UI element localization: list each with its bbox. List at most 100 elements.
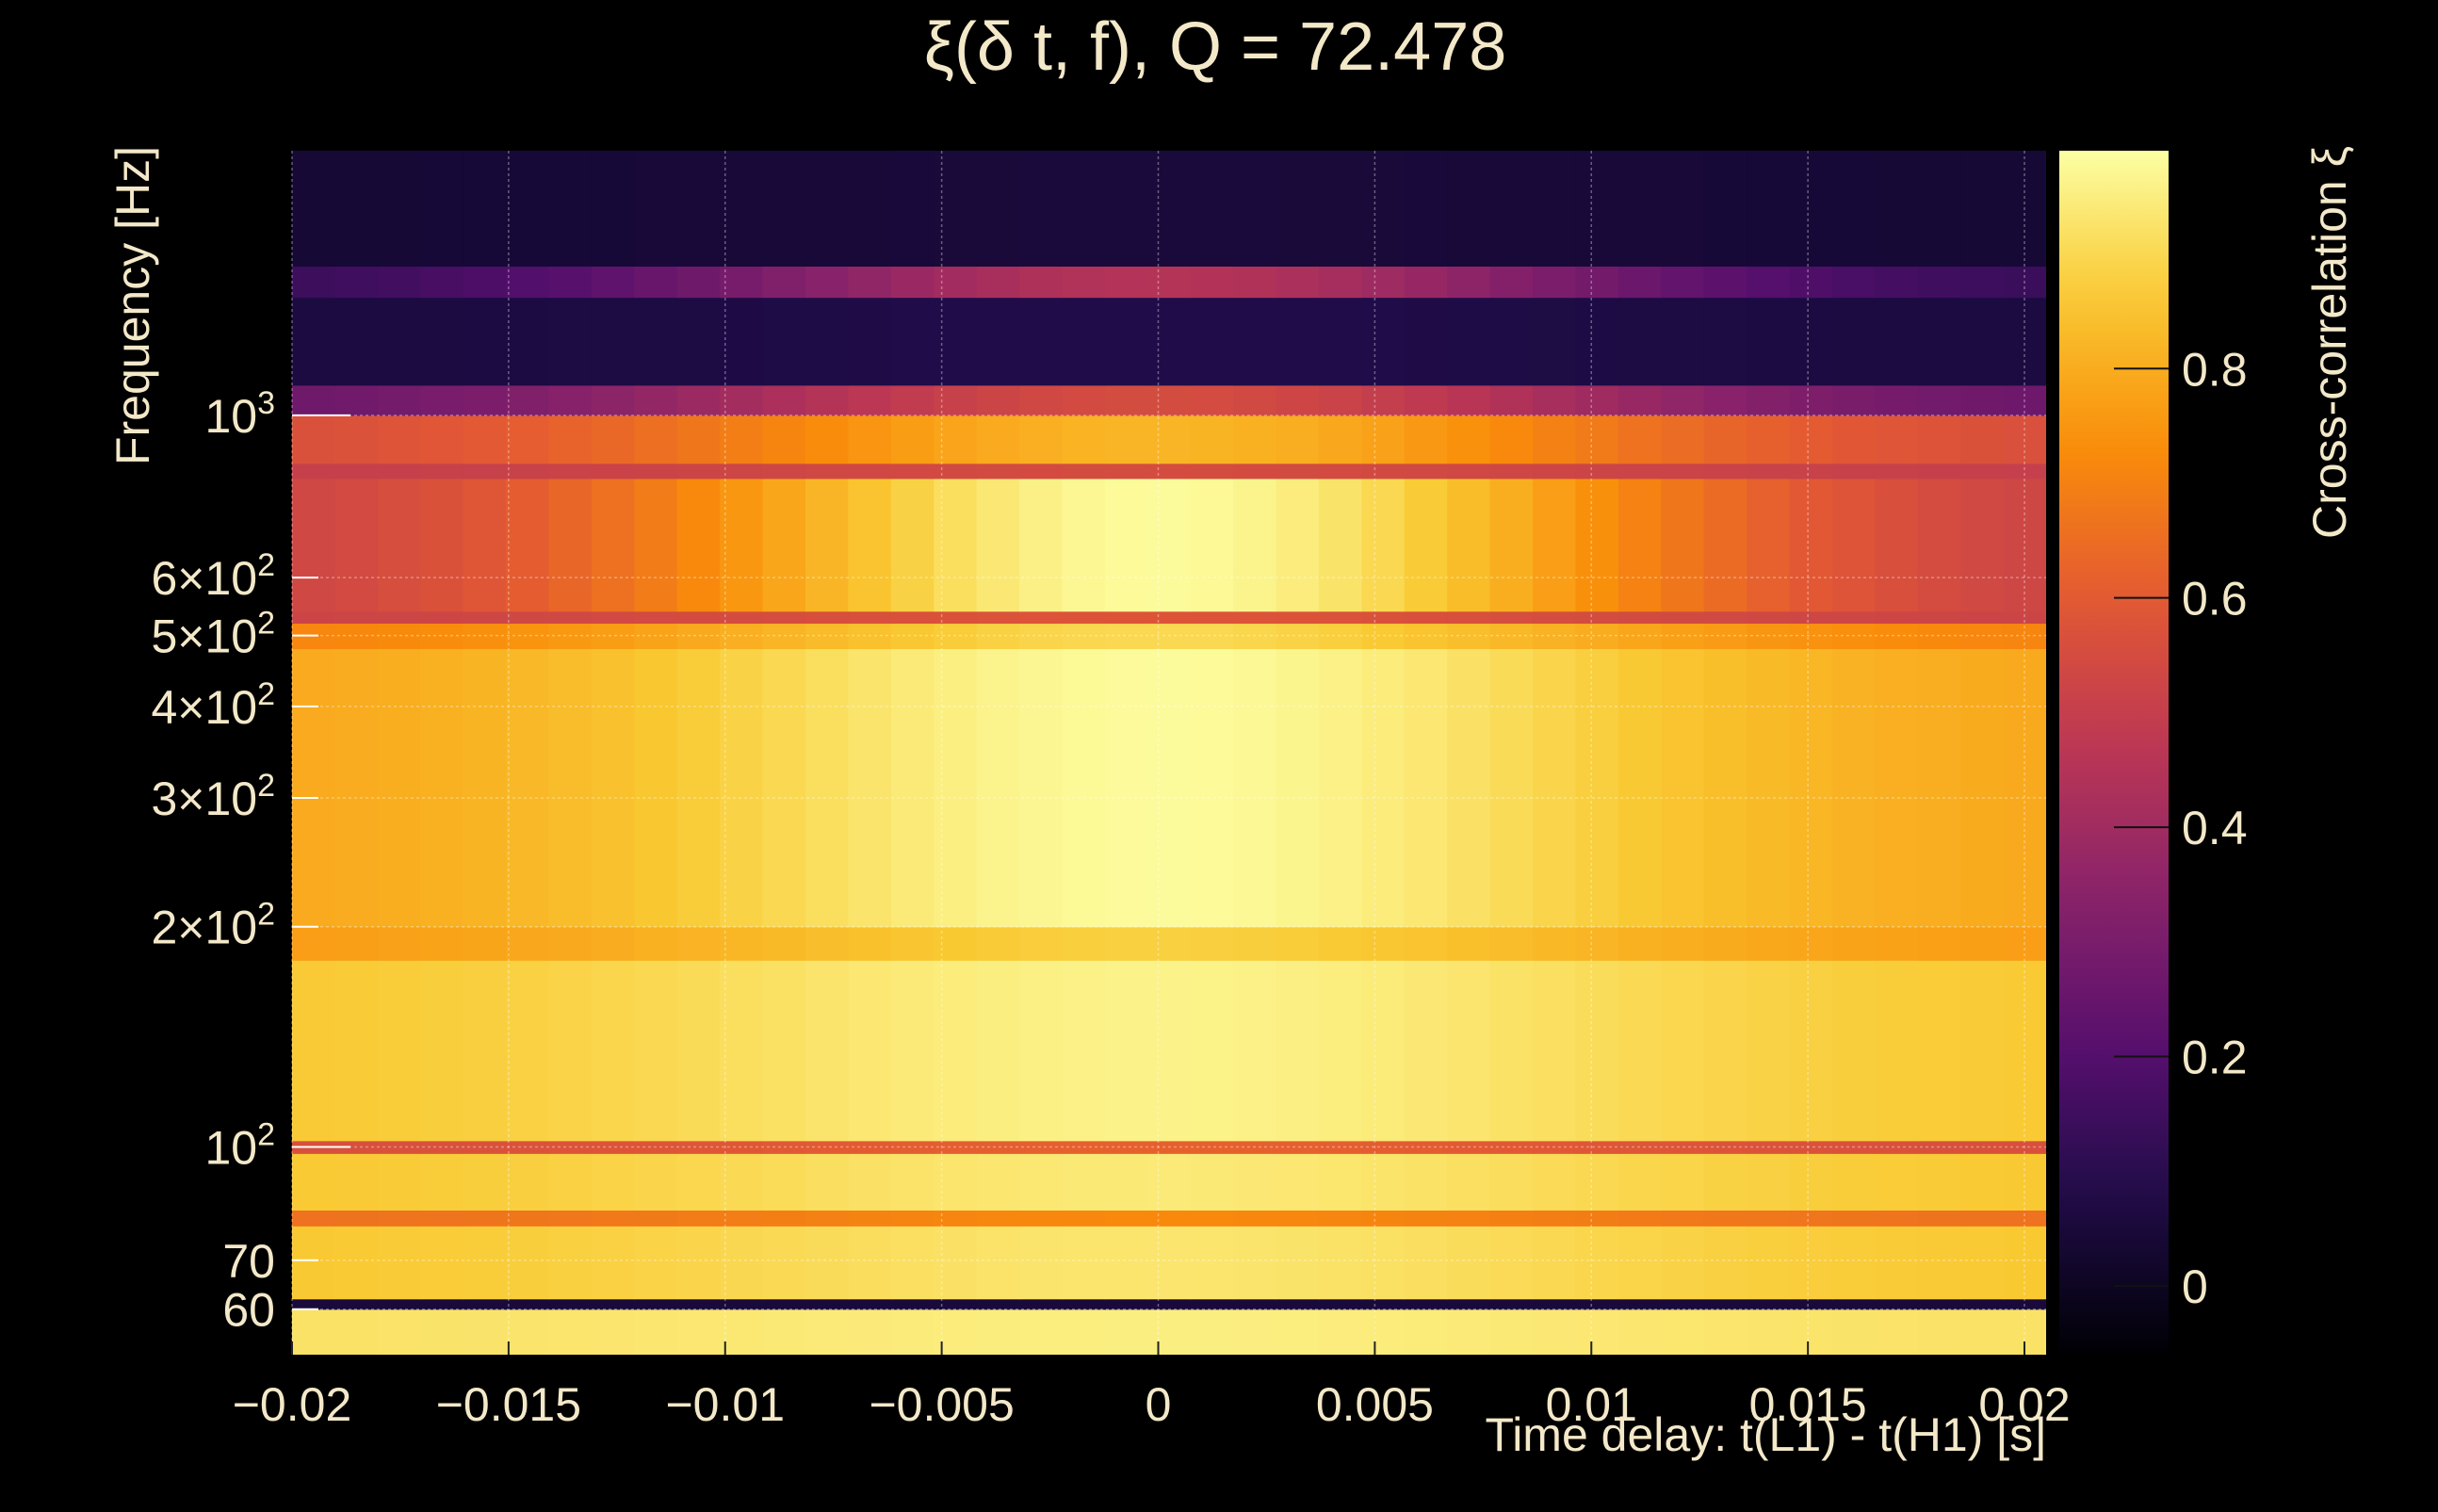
heatmap-cell [1533, 384, 1577, 416]
heatmap-cell [1019, 960, 1064, 1142]
heatmap-cell [720, 1210, 764, 1227]
heatmap-cell [976, 478, 1020, 612]
heatmap-cell [1831, 1210, 1876, 1227]
heatmap-cell [1233, 297, 1277, 386]
heatmap-cell [1831, 297, 1876, 386]
heatmap-cell [1533, 1309, 1577, 1355]
heatmap-cell [334, 151, 379, 267]
heatmap-cell [848, 926, 892, 961]
heatmap-cell [1104, 151, 1148, 267]
heatmap-cell [1575, 463, 1619, 480]
heatmap-cell [1789, 1210, 1833, 1227]
heatmap-cell [1703, 463, 1747, 480]
heatmap-cell [548, 1140, 593, 1154]
heatmap-cell [1489, 463, 1534, 480]
heatmap-cell [848, 384, 892, 416]
heatmap-cell [1533, 1298, 1577, 1310]
heatmap-cell [1104, 266, 1148, 299]
heatmap-cell [720, 478, 764, 612]
heatmap-cell [1831, 648, 1876, 928]
heatmap-cell [634, 926, 678, 961]
heatmap-cell [1789, 960, 1833, 1142]
heatmap-cell [634, 1298, 678, 1310]
heatmap-cell [1190, 478, 1234, 612]
heatmap-cell [848, 960, 892, 1142]
heatmap-cell [1190, 1226, 1234, 1300]
heatmap-cell [2003, 1298, 2046, 1310]
heatmap-cell [1147, 1298, 1192, 1310]
heatmap-cell [1318, 151, 1362, 267]
heatmap-cell [720, 463, 764, 480]
heatmap-cell [548, 1210, 593, 1227]
heatmap-cell [463, 151, 507, 267]
heatmap-cell [1276, 1140, 1320, 1154]
heatmap-cell [548, 297, 593, 386]
heatmap-cell [1703, 648, 1747, 928]
heatmap-cell [1489, 926, 1534, 961]
heatmap-cell [1361, 415, 1406, 464]
heatmap-cell [1233, 1309, 1277, 1355]
heatmap-cell [548, 384, 593, 416]
heatmap-cell [506, 1226, 550, 1300]
heatmap-cell [1533, 610, 1577, 625]
heatmap-cell [1361, 266, 1406, 299]
heatmap-cell [1489, 266, 1534, 299]
heatmap-cell [2003, 926, 2046, 961]
heatmap-cell [676, 1309, 721, 1355]
heatmap-cell [377, 478, 421, 612]
heatmap-cell [1318, 1140, 1362, 1154]
heatmap-cell [1361, 151, 1406, 267]
heatmap-cell [634, 610, 678, 625]
heatmap-cell [1276, 463, 1320, 480]
heatmap-cell [292, 384, 336, 416]
heatmap-cell [292, 960, 336, 1142]
heatmap-cell [1062, 1298, 1106, 1310]
heatmap-cell [1404, 623, 1448, 650]
heatmap-cell [377, 1210, 421, 1227]
heatmap-cell [1147, 960, 1192, 1142]
heatmap-cell [377, 648, 421, 928]
heatmap-cell [1019, 266, 1064, 299]
heatmap-cell [1831, 1309, 1876, 1355]
heatmap-cell [1575, 266, 1619, 299]
heatmap-cell [1617, 1140, 1662, 1154]
colorbar-tick-label: 0.6 [2182, 573, 2248, 626]
heatmap-cell [334, 1226, 379, 1300]
heatmap-cell [1831, 1226, 1876, 1300]
heatmap-cell [805, 478, 849, 612]
heatmap-cell [1447, 151, 1491, 267]
heatmap-cell [1147, 478, 1192, 612]
heatmap-cell [1489, 648, 1534, 928]
heatmap-cell [1661, 151, 1705, 267]
heatmap-cell [463, 297, 507, 386]
heatmap-cell [1831, 960, 1876, 1142]
heatmap-cell [1575, 1210, 1619, 1227]
heatmap-cell [1276, 926, 1320, 961]
heatmap-cell [334, 926, 379, 961]
heatmap-cell [1019, 1298, 1064, 1310]
heatmap-cell [634, 1140, 678, 1154]
heatmap-cell [1875, 1298, 1919, 1310]
heatmap-cell [377, 415, 421, 464]
heatmap-cell [1617, 151, 1662, 267]
heatmap-cell [762, 1298, 806, 1310]
heatmap-cell [1917, 1298, 1961, 1310]
heatmap-cell [805, 1309, 849, 1355]
heatmap-cell [1533, 478, 1577, 612]
heatmap-cell [1661, 266, 1705, 299]
heatmap-cell [1533, 151, 1577, 267]
heatmap-cell [420, 297, 464, 386]
heatmap-cell [591, 623, 635, 650]
heatmap-cell [1831, 478, 1876, 612]
heatmap-cell [1190, 151, 1234, 267]
heatmap-cell [1447, 960, 1491, 1142]
heatmap-cell [1276, 623, 1320, 650]
colorbar [2059, 151, 2169, 1355]
heatmap-cell [720, 297, 764, 386]
heatmap-cell [634, 297, 678, 386]
heatmap-cell [720, 1298, 764, 1310]
heatmap-cell [1404, 1309, 1448, 1355]
heatmap-cell [1960, 297, 2005, 386]
heatmap-cell [420, 1298, 464, 1310]
heatmap-cell [420, 648, 464, 928]
